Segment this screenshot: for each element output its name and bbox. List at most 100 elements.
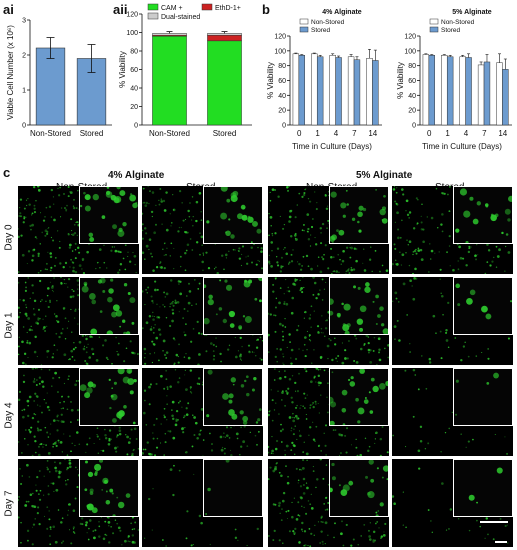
cell-dot xyxy=(51,284,54,288)
cell-dot xyxy=(45,300,47,303)
cell-dot xyxy=(98,248,102,251)
inset-cell-dot xyxy=(357,407,365,415)
cell-dot xyxy=(412,251,415,253)
cell-dot xyxy=(70,542,73,545)
cell-dot xyxy=(212,350,215,352)
cell-dot xyxy=(49,543,52,546)
cell-dot xyxy=(191,196,194,198)
cell-dot xyxy=(21,452,23,454)
cell-dot xyxy=(349,247,351,249)
cell-dot xyxy=(334,343,337,346)
cell-dot xyxy=(94,529,97,532)
inset-cell-dot xyxy=(128,370,132,374)
cell-dot xyxy=(286,517,288,519)
cell-dot xyxy=(152,437,155,440)
cell-dot xyxy=(306,394,308,396)
cell-dot xyxy=(42,385,45,388)
cell-dot xyxy=(172,209,175,211)
cell-dot xyxy=(119,529,122,532)
cell-dot xyxy=(37,308,41,311)
inset-cell-dot xyxy=(385,380,388,387)
cell-dot xyxy=(165,357,168,359)
cell-dot xyxy=(149,190,151,192)
cell-dot xyxy=(162,350,164,352)
bar xyxy=(347,56,355,126)
cell-dot xyxy=(49,526,52,529)
cell-dot xyxy=(38,376,42,379)
cell-dot xyxy=(88,527,90,530)
cell-dot xyxy=(171,222,173,224)
inset-cell-dot xyxy=(331,476,336,481)
cell-dot xyxy=(108,437,111,440)
cell-dot xyxy=(294,414,298,418)
cell-dot xyxy=(79,522,82,525)
cell-dot xyxy=(56,419,58,422)
cell-dot xyxy=(200,332,203,336)
cell-dot xyxy=(179,292,183,296)
cell-dot xyxy=(297,514,300,517)
cell-dot xyxy=(270,241,274,244)
cell-dot xyxy=(284,375,287,379)
inset-cell-dot xyxy=(97,279,103,284)
inset-cell-dot xyxy=(105,490,108,493)
inset-cell-dot xyxy=(104,479,108,484)
cell-dot xyxy=(397,301,400,303)
cell-dot xyxy=(162,304,164,306)
inset-cell-dot xyxy=(102,290,106,293)
cell-dot xyxy=(275,462,278,465)
cell-dot xyxy=(67,232,70,235)
cell-dot xyxy=(59,240,61,243)
inset-cell-dot xyxy=(101,215,106,219)
micrograph-day1-col1 xyxy=(142,277,263,365)
cell-dot xyxy=(278,471,281,474)
cell-dot xyxy=(323,503,326,505)
cell-dot xyxy=(247,255,249,257)
cell-dot xyxy=(27,277,30,279)
cell-dot xyxy=(148,385,151,389)
cell-dot xyxy=(412,368,416,372)
cell-dot xyxy=(186,310,189,312)
cell-dot xyxy=(355,259,358,263)
cell-dot xyxy=(130,522,132,525)
cell-dot xyxy=(317,374,320,378)
cell-dot xyxy=(316,325,320,328)
cell-dot xyxy=(71,233,75,237)
cell-dot xyxy=(143,347,147,351)
y-tick-label: 60 xyxy=(278,78,286,85)
cell-dot xyxy=(75,207,78,209)
cell-dot xyxy=(68,462,72,465)
cell-dot xyxy=(487,249,491,252)
inset-cell-dot xyxy=(242,206,245,210)
cell-dot xyxy=(144,204,148,207)
cell-dot xyxy=(339,455,341,456)
cell-dot xyxy=(420,228,423,231)
inset-cell-dot xyxy=(88,232,94,238)
cell-dot xyxy=(45,206,48,209)
cell-dot xyxy=(182,317,184,319)
cell-dot xyxy=(150,295,153,298)
cell-dot xyxy=(419,439,423,443)
cell-dot xyxy=(82,347,86,351)
cell-dot xyxy=(468,245,471,248)
cell-dot xyxy=(74,444,76,447)
cell-dot xyxy=(178,377,181,379)
cell-dot xyxy=(73,223,76,226)
cell-dot xyxy=(24,504,28,507)
cell-dot xyxy=(27,404,29,407)
cell-dot xyxy=(22,221,25,224)
cell-dot xyxy=(397,236,400,240)
cell-dot xyxy=(62,265,65,269)
cell-dot xyxy=(71,289,73,291)
cell-dot xyxy=(448,528,450,530)
cell-dot xyxy=(145,232,148,235)
cell-dot xyxy=(384,522,387,526)
cell-dot xyxy=(286,186,289,189)
cell-dot xyxy=(165,228,169,232)
cell-dot xyxy=(47,493,50,496)
cell-dot xyxy=(460,433,462,435)
inset-cell-dot xyxy=(379,502,384,507)
x-tick-label: Non-Stored xyxy=(149,129,190,138)
cell-dot xyxy=(274,467,277,471)
stacked-bar-segment xyxy=(152,33,187,36)
cell-dot xyxy=(153,423,156,427)
